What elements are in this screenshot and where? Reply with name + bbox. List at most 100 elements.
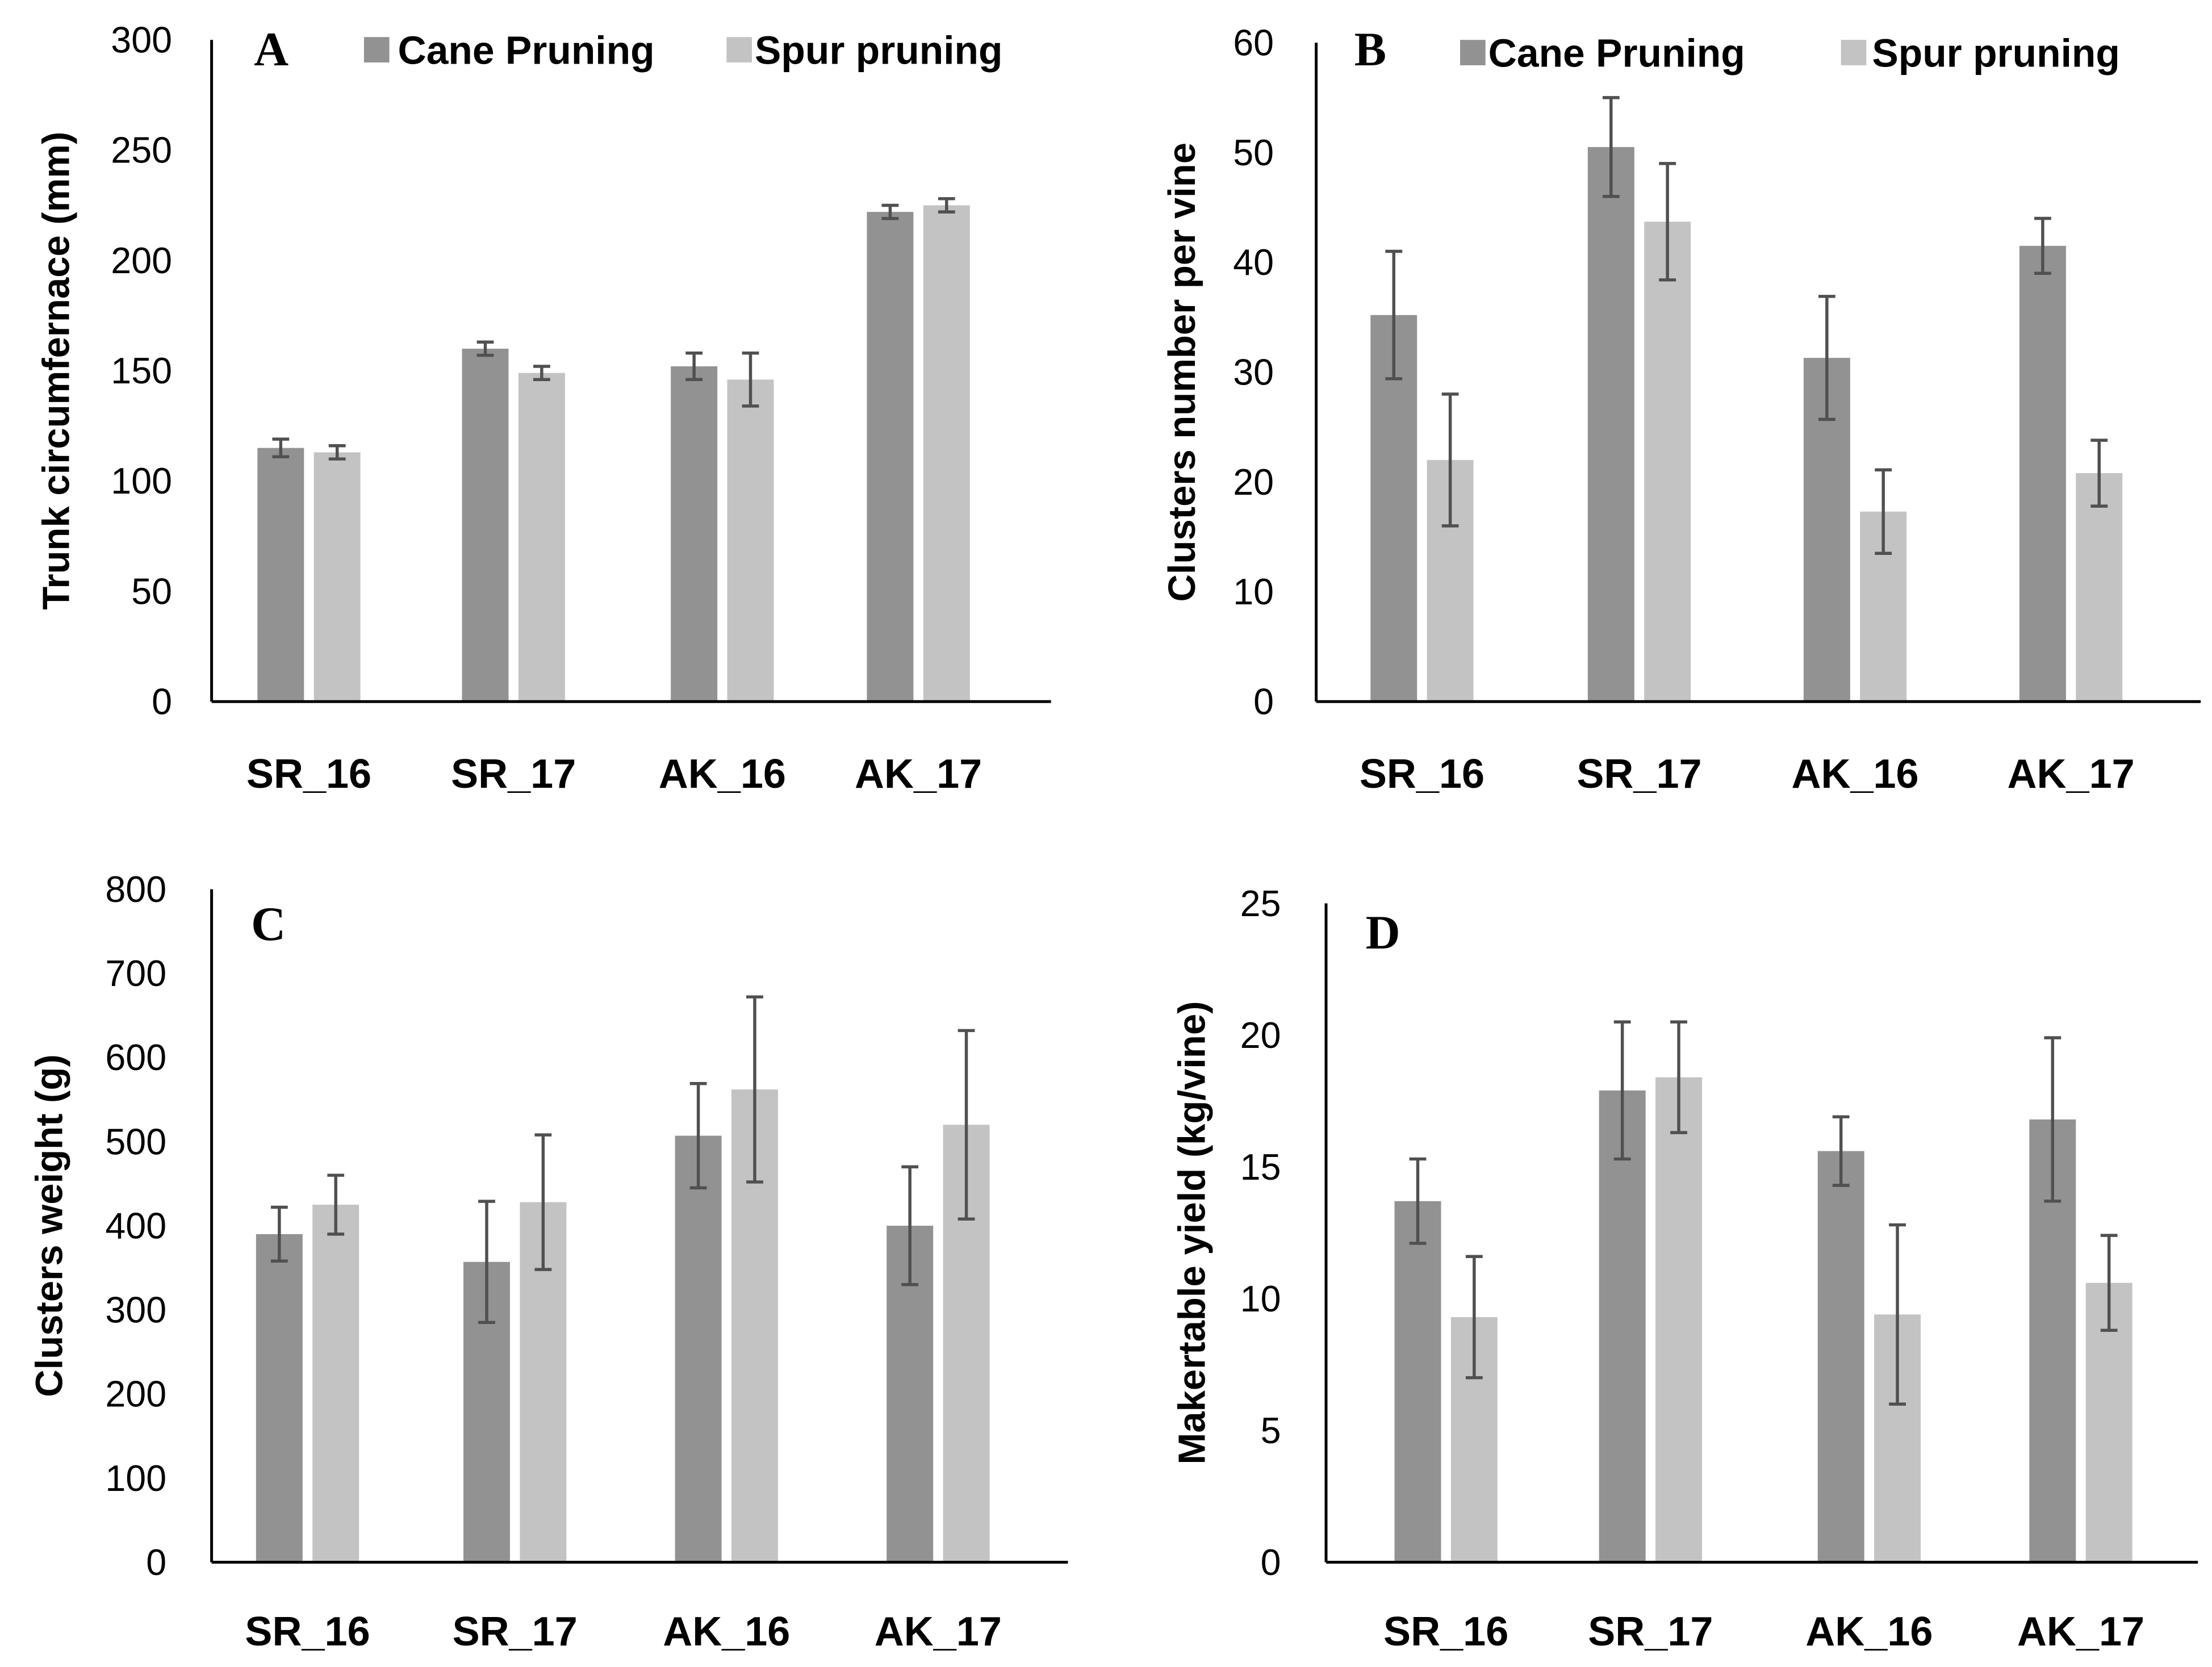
error-bar: [1818, 295, 1835, 421]
legend-swatch-spur: [1841, 40, 1867, 65]
y-tick-label: 150: [111, 350, 172, 391]
error-bar: [1832, 1115, 1850, 1187]
legend-swatch-cane: [1460, 40, 1486, 65]
y-tick-label: 0: [1253, 682, 1274, 722]
y-tick-label: 0: [146, 1542, 166, 1583]
error-bar: [685, 351, 703, 381]
x-tick-label: AK_16: [659, 751, 786, 797]
y-tick-label: 0: [1261, 1542, 1281, 1583]
x-tick-label: AK_16: [1791, 751, 1918, 797]
y-tick-label: 60: [1233, 23, 1274, 64]
error-bar: [938, 197, 955, 214]
bar-cane-ak_17: [2019, 245, 2066, 702]
error-bar: [272, 437, 290, 458]
legend-label-cane: Cane Pruning: [398, 28, 655, 72]
x-tick-label: SR_17: [1588, 1609, 1713, 1655]
x-tick-label: SR_16: [246, 751, 371, 797]
y-tick-label: 200: [111, 240, 172, 281]
bar-cane-ak_16: [1817, 1151, 1864, 1562]
bar-spur-sr_16: [312, 1205, 359, 1562]
y-tick-label: 100: [105, 1458, 166, 1499]
legend-label-spur: Spur pruning: [1872, 31, 2120, 75]
bar-spur-ak_16: [727, 379, 774, 702]
bar-spur-ak_17: [923, 205, 970, 702]
bar-spur-sr_17: [1655, 1077, 1703, 1562]
error-bar: [1465, 1255, 1483, 1380]
error-bar: [1889, 1223, 1906, 1406]
y-tick-label: 15: [1240, 1147, 1281, 1188]
x-tick-label: AK_17: [2008, 751, 2135, 797]
y-tick-label: 200: [105, 1374, 166, 1415]
panel-letter: D: [1366, 906, 1400, 959]
bar-cane-ak_17: [867, 212, 914, 702]
bar-cane-sr_16: [256, 1234, 303, 1562]
y-axis-label: Makertable yield (kg/vine): [1170, 1001, 1213, 1464]
error-bar: [2034, 216, 2051, 275]
bar-spur-sr_17: [1644, 222, 1691, 702]
legend-label-spur: Spur pruning: [755, 28, 1003, 72]
error-bar: [1409, 1157, 1427, 1245]
chart-panel-d: 0 5 10 15 20 25 Makertable yield (kg/vine) SR_1…: [1170, 883, 2198, 1655]
y-tick-label: 400: [105, 1205, 166, 1246]
y-axis-label: Clusters number per vine: [1161, 143, 1203, 602]
error-bar: [1875, 468, 1892, 555]
error-bar: [2100, 1234, 2118, 1332]
bar-spur-sr_17: [518, 373, 565, 702]
legend-label-cane: Cane Pruning: [1488, 31, 1745, 75]
error-bar: [270, 1205, 288, 1263]
chart-panel-a: 0 50 100 150 200 250 300 Trunk circumfernace (m…: [35, 20, 1051, 797]
y-tick-label: 50: [1233, 132, 1274, 173]
panel-letter: A: [254, 23, 288, 76]
y-tick-label: 250: [111, 130, 172, 171]
error-bar: [742, 351, 759, 408]
bar-cane-sr_17: [1587, 147, 1634, 702]
error-bar: [689, 1082, 707, 1190]
y-tick-label: 100: [111, 461, 172, 502]
bar-cane-sr_17: [462, 348, 509, 702]
bar-cane-ak_16: [675, 1135, 722, 1562]
chart-panel-b: 0 10 20 30 40 50 60 Clusters number per vine SR_…: [1161, 23, 2201, 797]
error-bar: [1385, 249, 1403, 381]
x-tick-label: SR_17: [453, 1609, 578, 1655]
bar-cane-sr_16: [1394, 1201, 1441, 1562]
error-bar: [901, 1165, 919, 1286]
y-tick-label: 0: [152, 682, 172, 722]
error-bar: [476, 340, 494, 357]
y-tick-label: 25: [1240, 883, 1281, 924]
y-axis-label: Clusters weight (g): [28, 1054, 70, 1397]
y-tick-label: 50: [131, 571, 172, 612]
x-tick-label: AK_17: [875, 1609, 1002, 1655]
legend: Cane Pruning Spur pruning: [363, 28, 1003, 72]
x-tick-label: AK_17: [2017, 1609, 2144, 1655]
y-tick-label: 40: [1233, 242, 1274, 283]
error-bar: [2044, 1036, 2062, 1203]
error-bar: [746, 995, 763, 1184]
legend-swatch-spur: [726, 37, 752, 62]
x-tick-label: AK_16: [1805, 1609, 1933, 1655]
error-bar: [1613, 1020, 1631, 1161]
panel-letter: B: [1354, 23, 1386, 76]
y-tick-label: 300: [111, 20, 172, 61]
bar-cane-sr_16: [257, 448, 304, 702]
x-tick-label: SR_16: [1360, 751, 1485, 797]
error-bar: [327, 1173, 345, 1236]
x-tick-label: SR_16: [245, 1609, 370, 1655]
bar-cane-sr_17: [1599, 1090, 1646, 1562]
x-tick-label: AK_16: [663, 1609, 790, 1655]
y-tick-label: 10: [1240, 1279, 1281, 1319]
y-axis-label: Trunk circumfernace (mm): [35, 132, 78, 610]
error-bar: [1670, 1020, 1687, 1134]
x-tick-label: SR_17: [451, 751, 576, 797]
error-bar: [534, 1133, 552, 1271]
error-bar: [2090, 438, 2108, 508]
y-tick-label: 800: [105, 869, 166, 910]
chart-panel-c: 0 100 200 300 400 500 600 700 800 Clusters weight…: [28, 869, 1068, 1655]
y-tick-label: 30: [1233, 352, 1274, 393]
y-tick-label: 20: [1240, 1015, 1281, 1056]
error-bar: [957, 1029, 975, 1221]
legend: Cane Pruning Spur pruning: [1460, 31, 2120, 75]
y-tick-label: 5: [1261, 1410, 1281, 1451]
error-bar: [478, 1200, 495, 1325]
y-tick-label: 500: [105, 1121, 166, 1162]
